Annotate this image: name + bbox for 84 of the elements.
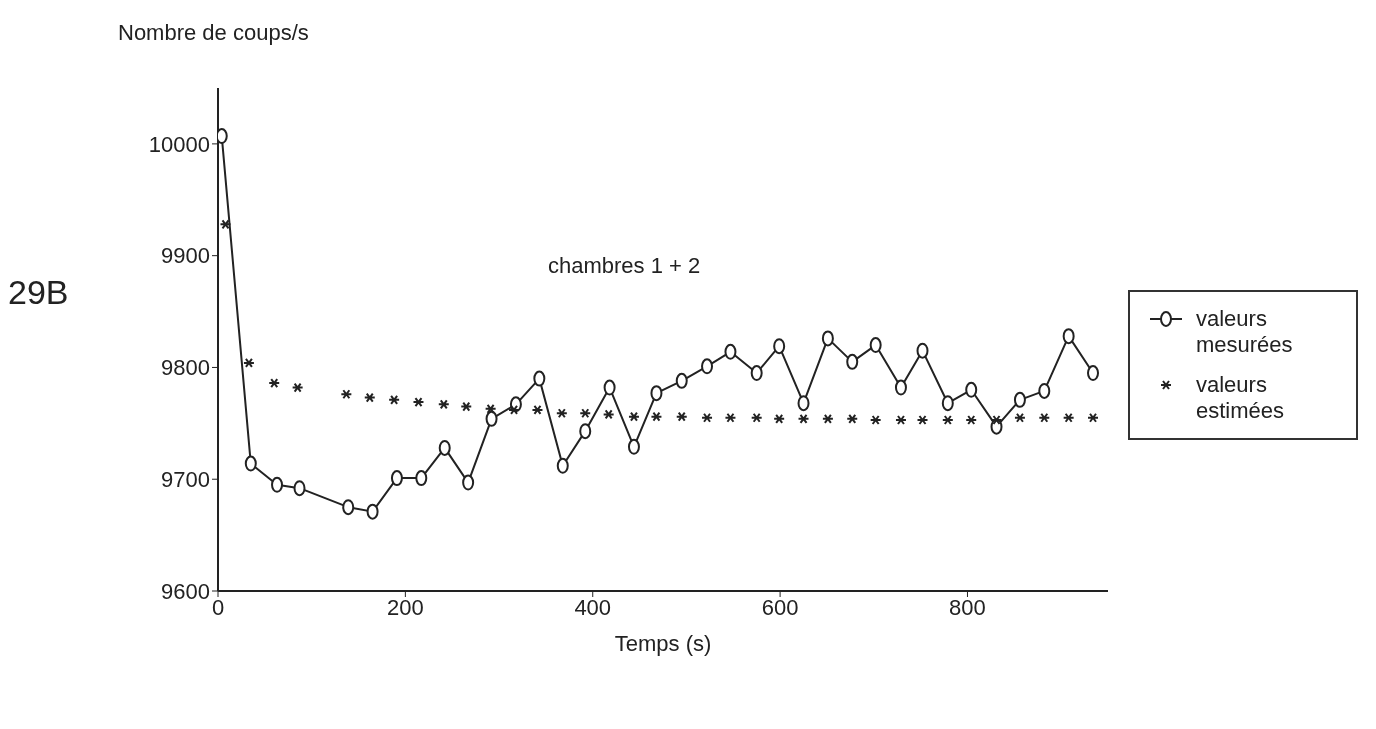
point: [1038, 382, 1051, 399]
point: [508, 404, 521, 415]
point: [846, 353, 859, 370]
point: [390, 470, 403, 487]
point: [941, 414, 954, 425]
point: [797, 395, 810, 412]
point: [219, 219, 232, 230]
point: [412, 397, 425, 408]
point: [271, 476, 284, 493]
point: [773, 338, 786, 355]
point: [846, 413, 859, 424]
legend-label: valeurs mesurées: [1196, 305, 1294, 358]
point: [724, 343, 737, 360]
point: [291, 382, 304, 393]
point: [415, 470, 428, 487]
text: 29B: [8, 273, 69, 312]
point: [724, 412, 737, 423]
x-tick-label: 600: [761, 594, 799, 620]
x-tick-label: 400: [574, 594, 612, 620]
x-axis-title: Temps (s): [614, 631, 712, 656]
annotation: chambres 1 + 2: [548, 253, 701, 279]
point: [363, 392, 376, 403]
point: [1013, 412, 1026, 423]
point: [1013, 391, 1026, 408]
point: [941, 395, 954, 412]
legend-label: valeurs estimées: [1196, 371, 1286, 424]
point: [437, 399, 450, 410]
point: [916, 342, 929, 359]
x-tick-label: 0: [211, 594, 225, 620]
point: [821, 413, 834, 424]
y-tick-label: 9900: [161, 243, 210, 269]
point: [293, 480, 306, 497]
point: [701, 358, 714, 375]
point: [533, 370, 546, 387]
point: [894, 414, 907, 425]
point: [340, 389, 353, 400]
point: [556, 457, 569, 474]
y-axis-title: Nombre de coups/s: [118, 20, 309, 46]
point: [242, 357, 255, 368]
point: [579, 408, 592, 419]
point: [750, 412, 763, 423]
y-tick-label: 10000: [148, 131, 210, 157]
point: [773, 413, 786, 424]
point: [460, 401, 473, 412]
point: [675, 411, 688, 422]
point: [462, 474, 475, 491]
point: [1038, 412, 1051, 423]
point: [797, 413, 810, 424]
point: [244, 455, 257, 472]
point: [627, 411, 640, 422]
point: [438, 439, 451, 456]
point: [531, 404, 544, 415]
point: [750, 365, 763, 382]
point: [869, 414, 882, 425]
point: [603, 379, 616, 396]
point: [650, 411, 663, 422]
x-tick-label: 200: [387, 594, 424, 620]
point: [485, 410, 498, 427]
point: [701, 412, 714, 423]
y-tick-label: 9800: [161, 355, 210, 381]
point: [268, 378, 281, 389]
point: [1062, 328, 1075, 345]
point: [1087, 365, 1100, 382]
x-tick-label: 800: [949, 594, 986, 620]
point: [388, 394, 401, 405]
point: [627, 438, 640, 455]
point: [990, 414, 1003, 425]
point: [821, 330, 834, 347]
point: [916, 414, 929, 425]
point: [342, 499, 355, 516]
point: [869, 337, 882, 354]
point: [965, 381, 978, 398]
point: [965, 414, 978, 425]
point: [1062, 412, 1075, 423]
point: [366, 503, 379, 520]
point: [602, 409, 615, 420]
point: [650, 385, 663, 402]
point: [579, 423, 592, 440]
point: [555, 408, 568, 419]
y-tick-label: 9700: [161, 467, 210, 493]
point: [894, 379, 907, 396]
y-tick-label: 9600: [161, 578, 210, 604]
point: [484, 403, 497, 414]
point: [675, 372, 688, 389]
